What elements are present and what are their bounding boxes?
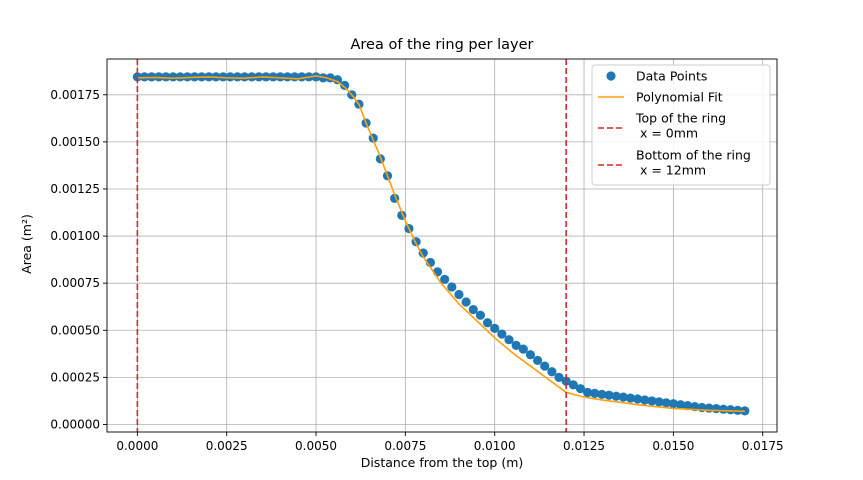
y-tick-label-0: 0.00000: [50, 417, 100, 431]
legend-label-0: Data Points: [636, 69, 707, 84]
axes-frame: [106, 58, 778, 433]
data-point-66: [604, 390, 614, 400]
polynomial-fit-line: [137, 75, 745, 413]
data-point-65: [597, 389, 607, 399]
x-tick-label-6: 0.0150: [652, 439, 694, 453]
plot-area: [132, 59, 750, 432]
legend-label-2: Top of the ring x = 0mm: [635, 111, 726, 141]
data-point-40: [418, 248, 428, 258]
data-point-83: [725, 405, 736, 415]
x-tick-label-1: 0.0025: [206, 439, 248, 453]
data-point-50: [490, 323, 500, 333]
data-point-77: [683, 401, 693, 411]
data-point-6: [175, 72, 185, 82]
y-axis-label: Area (m²): [19, 214, 34, 274]
data-point-14: [232, 72, 243, 82]
data-point-29: [340, 80, 350, 90]
data-point-60: [561, 376, 571, 386]
data-point-74: [661, 398, 671, 408]
data-point-20: [275, 72, 285, 82]
data-point-48: [475, 310, 486, 320]
data-point-51: [497, 329, 507, 339]
data-point-72: [647, 396, 657, 406]
data-point-47: [468, 304, 478, 315]
data-point-58: [547, 367, 557, 377]
data-point-61: [568, 380, 578, 390]
legend-label-1: Polynomial Fit: [636, 90, 723, 105]
y-tick-label-2: 0.00050: [50, 323, 100, 337]
legend: Data Points Polynomial Fit Top of the ring…: [591, 64, 771, 186]
data-point-52: [504, 335, 514, 345]
legend-marker-data-points: [606, 71, 616, 81]
data-point-70: [633, 394, 643, 404]
y-tick-label-3: 0.00075: [50, 276, 100, 290]
legend-box: [591, 64, 771, 186]
x-tick-label-5: 0.0125: [563, 439, 605, 453]
data-point-57: [540, 361, 550, 371]
data-point-49: [482, 318, 493, 328]
data-point-71: [640, 395, 650, 405]
y-tick-label-5: 0.00125: [50, 182, 100, 196]
y-tick-label-7: 0.00175: [50, 88, 100, 102]
data-point-69: [625, 393, 636, 403]
data-point-28: [332, 75, 343, 85]
data-point-45: [454, 289, 464, 300]
y-tick-label-1: 0.00025: [50, 370, 100, 384]
data-point-25: [311, 72, 321, 82]
data-point-0: [132, 72, 142, 82]
data-point-4: [161, 72, 171, 82]
x-axis-label: Distance from the top (m): [361, 455, 524, 470]
data-point-43: [440, 274, 450, 285]
data-point-44: [447, 282, 457, 292]
data-point-62: [575, 384, 586, 394]
data-point-15: [239, 72, 250, 82]
data-point-64: [590, 388, 600, 398]
data-point-73: [654, 397, 664, 407]
data-point-53: [511, 340, 521, 350]
y-tick-label-6: 0.00150: [50, 135, 100, 149]
x-tick-label-3: 0.0075: [384, 439, 426, 453]
data-point-59: [554, 372, 564, 382]
data-point-13: [225, 72, 235, 82]
data-point-76: [675, 400, 686, 410]
data-point-63: [583, 387, 593, 398]
y-tick-label-4: 0.00100: [50, 229, 100, 243]
axes: 0.0000 0.0025 0.0050 0.0075 0.0100 0.0125 0.01…: [50, 58, 784, 453]
x-tick-label-2: 0.0050: [295, 439, 337, 453]
data-point-67: [611, 391, 621, 401]
data-point-46: [461, 297, 471, 307]
data-point-75: [668, 399, 678, 409]
data-point-54: [518, 344, 528, 354]
x-tick-label-4: 0.0100: [474, 439, 516, 453]
data-point-21: [282, 72, 293, 82]
x-tick-label-0: 0.0000: [116, 439, 158, 453]
data-point-5: [168, 72, 178, 82]
data-point-55: [525, 350, 536, 360]
chart-title: Area of the ring per layer: [350, 37, 533, 53]
data-point-68: [618, 392, 628, 402]
legend-label-3: Bottom of the ring x = 12mm: [636, 148, 751, 178]
data-point-56: [532, 355, 543, 366]
x-tick-label-7: 0.0175: [742, 439, 784, 453]
